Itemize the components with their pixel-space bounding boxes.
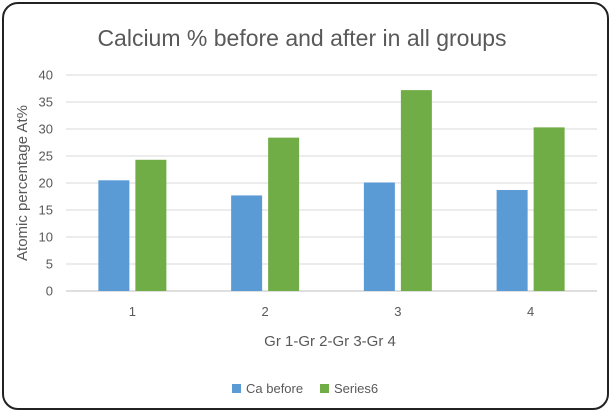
- bar-ca-before-1: [98, 180, 130, 291]
- chart-title: Calcium % before and after in all groups: [97, 25, 506, 51]
- bar-series6-1: [135, 159, 167, 291]
- legend-label: Series6: [334, 381, 378, 396]
- y-tick-label: 15: [39, 203, 53, 218]
- y-tick-label: 20: [39, 176, 53, 191]
- y-tick-label: 10: [39, 230, 53, 245]
- y-tick-label: 0: [46, 284, 53, 299]
- y-tick-label: 30: [39, 122, 53, 137]
- bars: [98, 90, 565, 292]
- legend-swatch: [232, 384, 241, 393]
- y-tick-label: 35: [39, 95, 53, 110]
- bar-series6-2: [268, 137, 300, 291]
- x-tick-label: 1: [129, 304, 136, 319]
- x-tick-label: 4: [527, 304, 534, 319]
- x-axis-title: Gr 1-Gr 2-Gr 3-Gr 4: [264, 333, 396, 350]
- bar-ca-before-3: [363, 182, 395, 291]
- x-tick-label: 3: [394, 304, 401, 319]
- bar-series6-4: [533, 127, 565, 291]
- y-axis-title: Atomic percentage At%: [14, 105, 31, 261]
- legend-label: Ca before: [246, 381, 303, 396]
- bar-ca-before-4: [496, 190, 528, 291]
- y-tick-label: 5: [46, 257, 53, 272]
- bar-ca-before-2: [231, 195, 263, 291]
- x-tick-label: 2: [262, 304, 269, 319]
- legend-swatch: [320, 384, 329, 393]
- legend: Ca before Series6: [232, 381, 378, 396]
- x-tick-labels: 1 2 3 4: [129, 304, 534, 319]
- legend-item: Series6: [320, 381, 378, 396]
- legend-item: Ca before: [232, 381, 303, 396]
- y-tick-label: 40: [39, 68, 53, 83]
- bar-series6-3: [400, 90, 432, 292]
- y-tick-label: 25: [39, 149, 53, 164]
- y-tick-labels: 0 5 10 15 20 25 30 35 40: [39, 68, 53, 299]
